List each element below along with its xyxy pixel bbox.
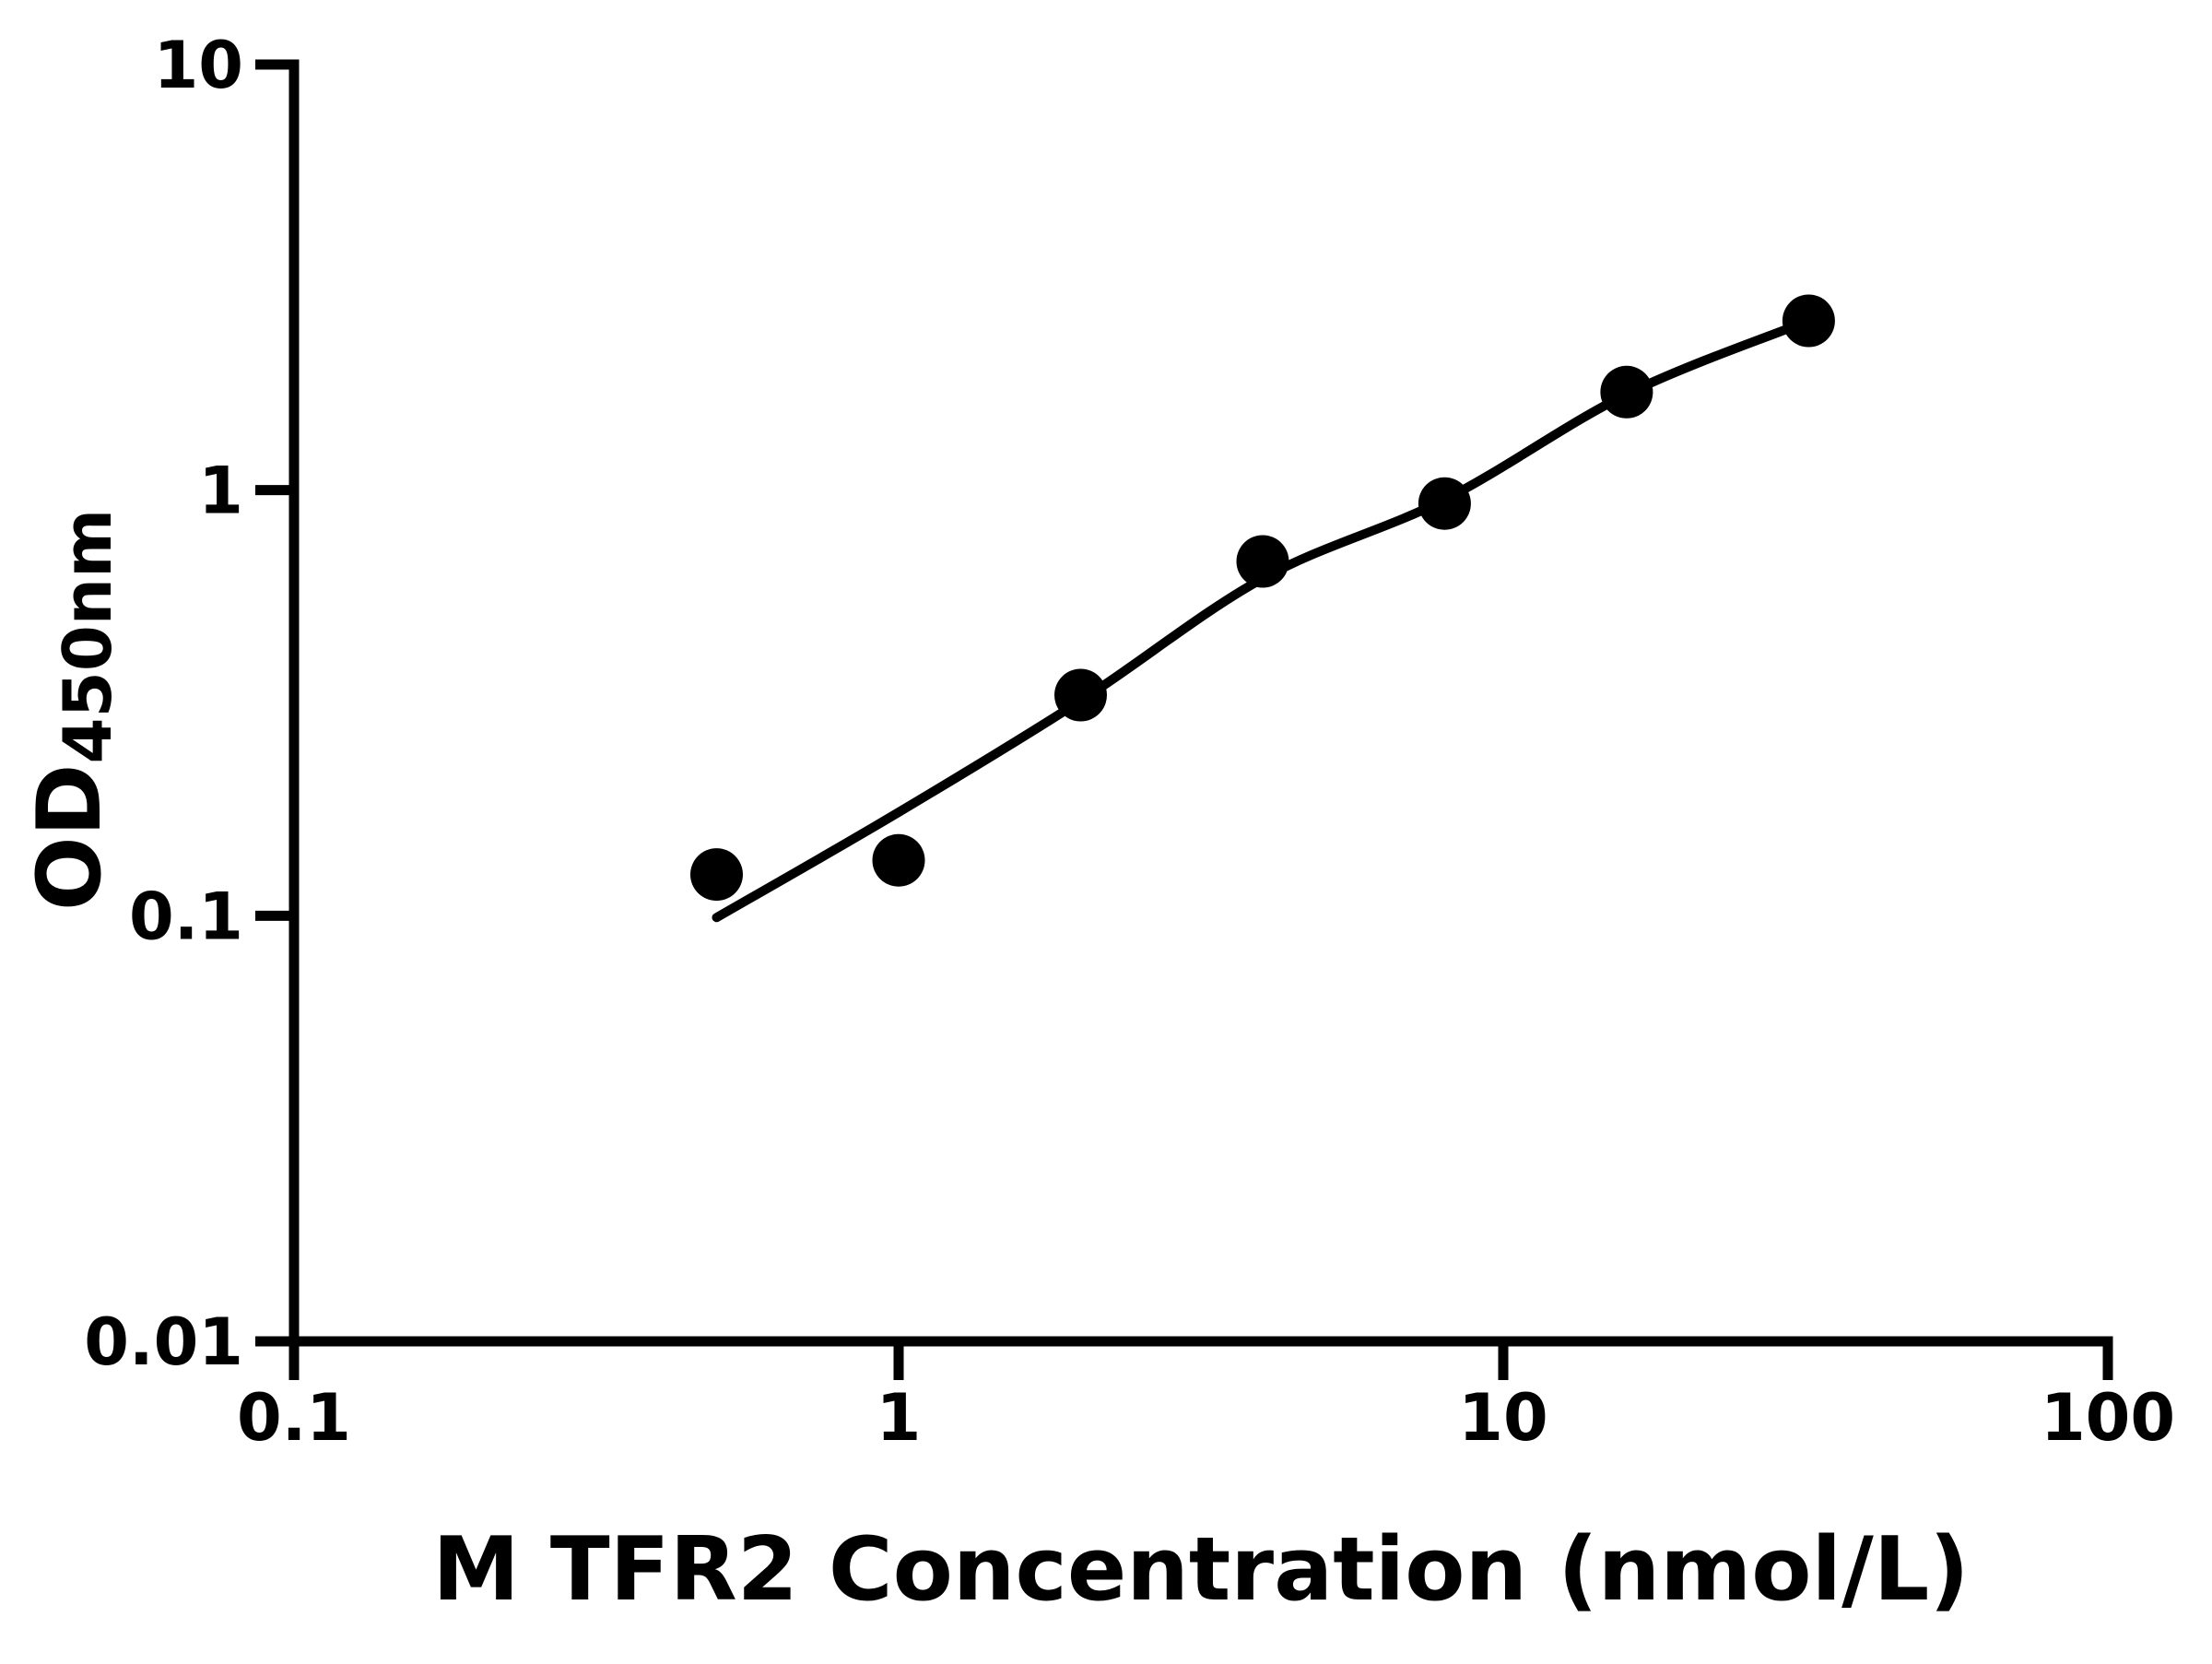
- data-point: [1782, 294, 1835, 348]
- data-point: [1054, 668, 1107, 722]
- data-point: [690, 848, 743, 902]
- data-point: [872, 833, 925, 887]
- y-axis-title: OD450nm: [19, 509, 126, 911]
- x-tick-label: 100: [2041, 1380, 2175, 1456]
- data-series: [690, 294, 1835, 923]
- x-tick-label: 1: [877, 1380, 922, 1456]
- x-tick-label: 10: [1458, 1380, 1547, 1456]
- y-tick-label: 0.1: [129, 879, 243, 954]
- y-axis-title-main: OD: [19, 763, 121, 911]
- data-point: [1418, 477, 1471, 530]
- x-axis-title: M TFR2 Concentration (nmol/L): [432, 1519, 1969, 1621]
- axis-ticks: [255, 59, 2113, 1380]
- axes: [288, 59, 2113, 1347]
- y-tick-label: 0.01: [84, 1304, 243, 1380]
- y-tick-label: 10: [154, 28, 243, 103]
- data-point: [1236, 535, 1289, 588]
- y-tick-label: 1: [198, 454, 243, 529]
- x-tick-label: 0.1: [237, 1380, 351, 1456]
- y-axis-title-subscript: 450nm: [49, 509, 126, 764]
- data-point: [1600, 365, 1653, 419]
